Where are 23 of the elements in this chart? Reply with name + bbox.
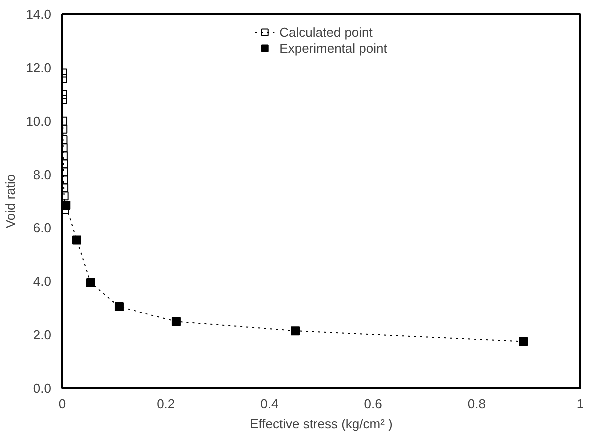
x-tick-label: 1	[576, 396, 584, 412]
y-tick-label: 8.0	[33, 167, 52, 182]
y-tick-label: 14.0	[26, 7, 52, 22]
x-tick-label: 0.6	[364, 396, 382, 412]
x-axis-title: Effective stress (kg/cm² )	[250, 416, 393, 432]
x-tick-label: 0	[58, 396, 66, 412]
point	[72, 236, 82, 245]
x-tick-label: 0.4	[260, 396, 279, 412]
legend-label: Calculated point	[280, 24, 373, 40]
y-tick-label: 2.0	[33, 328, 52, 343]
y-tick-label: 4.0	[33, 274, 52, 290]
point	[519, 337, 528, 346]
y-tick-label: 10.0	[26, 114, 52, 129]
y-tick-label: 12.0	[26, 60, 52, 76]
y-tick-label: 0.0	[33, 381, 52, 396]
x-tick-label: 0.2	[157, 396, 176, 412]
point	[291, 326, 300, 336]
y-axis-title: Void ratio	[3, 174, 18, 229]
x-tick-label: 0.8	[468, 396, 486, 412]
legend-label: Experimental point	[280, 40, 388, 56]
point	[172, 317, 181, 326]
y-tick-label: 6.0	[33, 220, 52, 236]
point	[62, 201, 71, 210]
